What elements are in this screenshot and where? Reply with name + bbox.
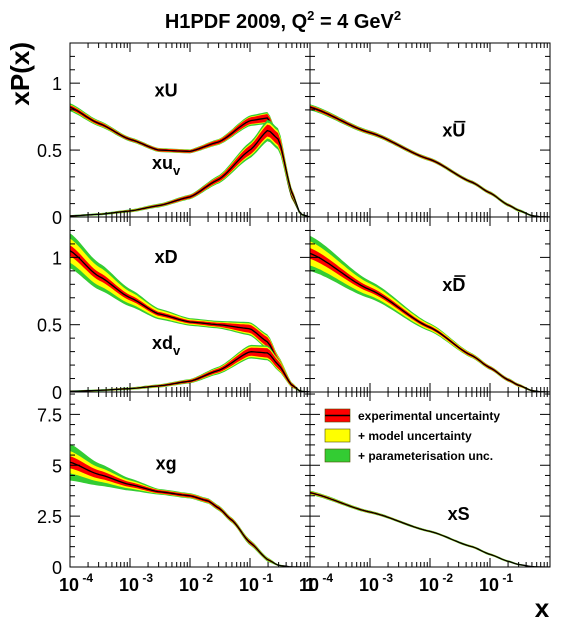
bands-middle-right bbox=[310, 235, 550, 392]
central-line-xdv bbox=[70, 351, 310, 392]
legend-label-parameterisation: + parameterisation unc. bbox=[358, 449, 493, 463]
legend-swatch-model bbox=[324, 428, 351, 443]
frame-top-right bbox=[309, 42, 551, 218]
central-line-xuv bbox=[70, 129, 310, 217]
model-band-xu bbox=[70, 104, 310, 217]
panel-top-right: xU bbox=[309, 42, 551, 218]
central-line-xd-bar bbox=[310, 252, 550, 392]
param-band-xs bbox=[310, 490, 550, 567]
y-tick-label: 0 bbox=[52, 558, 62, 578]
bands-bottom-right bbox=[310, 490, 550, 567]
bands-middle-left bbox=[70, 233, 310, 392]
x-tick-label: 10 -3 bbox=[359, 571, 393, 595]
y-tick-label: 2.5 bbox=[37, 507, 62, 527]
y-tick-label: 0 bbox=[52, 208, 62, 228]
panel-middle-right: xD bbox=[309, 216, 551, 393]
y-tick-label: 0.5 bbox=[37, 141, 62, 161]
central-line-xu-bar bbox=[310, 106, 550, 217]
bands-bottom-left bbox=[70, 443, 310, 567]
panel-bottom-left: xg 0 2.5 5 7.5 10 -4 10 -3 10 -2 10 -1 1 bbox=[37, 391, 315, 595]
param-band-xu bbox=[70, 103, 310, 217]
param-band-xd bbox=[70, 233, 310, 392]
y-tick-label: 1 bbox=[52, 248, 62, 268]
model-band-xs bbox=[310, 491, 550, 567]
legend-label-model: + model uncertainty bbox=[358, 429, 472, 443]
series-label-xdv: xdv bbox=[152, 333, 181, 358]
model-band-xd bbox=[70, 238, 310, 392]
central-line-xd bbox=[70, 250, 310, 392]
param-band-xg bbox=[70, 443, 310, 567]
central-line-xg bbox=[70, 461, 310, 567]
legend: experimental uncertainty + model uncertai… bbox=[324, 408, 500, 463]
series-label-xu: xU bbox=[155, 81, 178, 101]
legend-label-experimental: experimental uncertainty bbox=[358, 409, 500, 423]
param-band-xd-bar bbox=[310, 235, 550, 392]
exp-band-xu bbox=[70, 105, 310, 217]
exp-band-xuv bbox=[70, 124, 310, 217]
series-label-xs: xS bbox=[448, 504, 470, 524]
x-tick-label: 10 -1 bbox=[239, 571, 273, 595]
y-tick-label: 7.5 bbox=[37, 405, 62, 425]
series-label-xu-bar: xU bbox=[442, 121, 465, 141]
series-label-xd: xD bbox=[155, 247, 178, 267]
x-tick-label: 10 -3 bbox=[119, 571, 153, 595]
x-tick-label: 10 -1 bbox=[479, 571, 513, 595]
central-line-xs bbox=[310, 492, 550, 567]
figure-title: H1PDF 2009, Q2 = 4 GeV2 bbox=[165, 8, 401, 33]
exp-band-xs bbox=[310, 491, 550, 567]
panel-middle-left: xD xdv 0 0.5 1 bbox=[37, 216, 311, 403]
series-label-xd-bar: xD bbox=[442, 275, 465, 295]
y-tick-label: 0.5 bbox=[37, 316, 62, 336]
x-tick-label: 10 -2 bbox=[179, 571, 213, 595]
x-tick-label: 10 -2 bbox=[419, 571, 453, 595]
y-tick-label: 0 bbox=[52, 383, 62, 403]
frame-middle-right bbox=[309, 216, 551, 393]
series-label-xuv: xuv bbox=[152, 153, 181, 178]
legend-swatch-parameterisation bbox=[324, 448, 351, 463]
bands-top-right bbox=[310, 104, 550, 217]
x-axis-title: x bbox=[535, 593, 550, 623]
exp-band-xu-bar bbox=[310, 105, 550, 217]
exp-band-xg bbox=[70, 456, 310, 567]
bands-top-left bbox=[70, 103, 310, 217]
series-label-xg: xg bbox=[156, 453, 177, 473]
panel-top-left: xU xuv 0 0.5 1 bbox=[37, 42, 311, 228]
x-tick-label: 10 -4 bbox=[299, 571, 333, 595]
y-tick-label: 1 bbox=[52, 74, 62, 94]
y-tick-label: 5 bbox=[52, 456, 62, 476]
panel-bottom-right: xS 10 -4 10 -3 10 -2 10 -1 bbox=[299, 391, 551, 595]
y-axis-title: xP(x) bbox=[5, 42, 35, 106]
x-tick-label: 10 -4 bbox=[59, 571, 93, 595]
central-line-xu bbox=[70, 106, 310, 217]
x-tick-label: 1 bbox=[305, 575, 315, 595]
